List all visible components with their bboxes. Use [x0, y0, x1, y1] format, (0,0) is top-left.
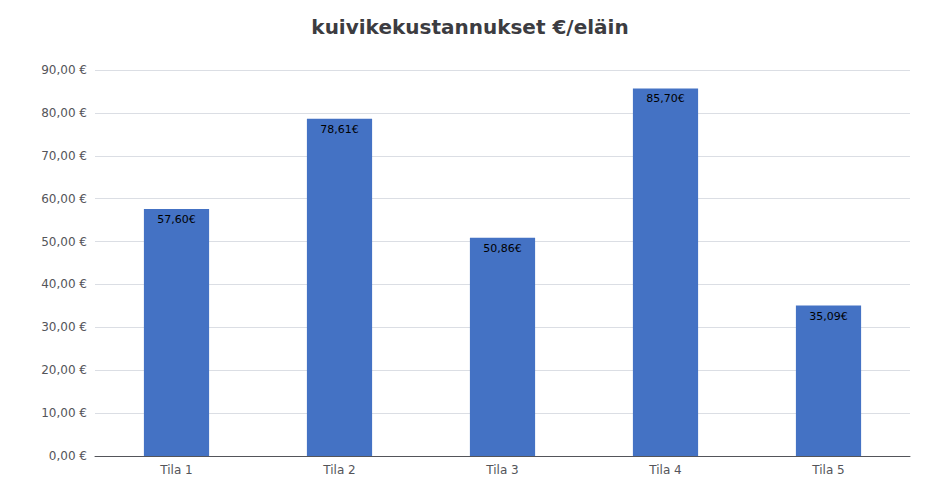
svg-text:40,00 €: 40,00 € — [41, 277, 87, 291]
svg-text:70,00 €: 70,00 € — [41, 149, 87, 163]
svg-text:90,00 €: 90,00 € — [41, 63, 87, 77]
svg-text:10,00 €: 10,00 € — [41, 406, 87, 420]
svg-text:Tila 1: Tila 1 — [159, 463, 192, 477]
svg-text:Tila 2: Tila 2 — [322, 463, 355, 477]
svg-text:Tila 3: Tila 3 — [485, 463, 518, 477]
svg-text:0,00 €: 0,00 € — [49, 449, 87, 463]
svg-text:57,60€: 57,60€ — [157, 213, 196, 226]
svg-text:50,86€: 50,86€ — [483, 242, 522, 255]
svg-text:Tila 5: Tila 5 — [811, 463, 844, 477]
svg-text:kuivikekustannukset €/eläin: kuivikekustannukset €/eläin — [311, 15, 628, 39]
svg-text:30,00 €: 30,00 € — [41, 320, 87, 334]
svg-text:50,00 €: 50,00 € — [41, 235, 87, 249]
svg-text:60,00 €: 60,00 € — [41, 192, 87, 206]
svg-text:20,00 €: 20,00 € — [41, 363, 87, 377]
svg-text:78,61€: 78,61€ — [320, 123, 359, 136]
svg-text:85,70€: 85,70€ — [646, 92, 685, 105]
svg-text:35,09€: 35,09€ — [809, 310, 848, 323]
svg-text:80,00 €: 80,00 € — [41, 106, 87, 120]
svg-text:Tila 4: Tila 4 — [648, 463, 681, 477]
